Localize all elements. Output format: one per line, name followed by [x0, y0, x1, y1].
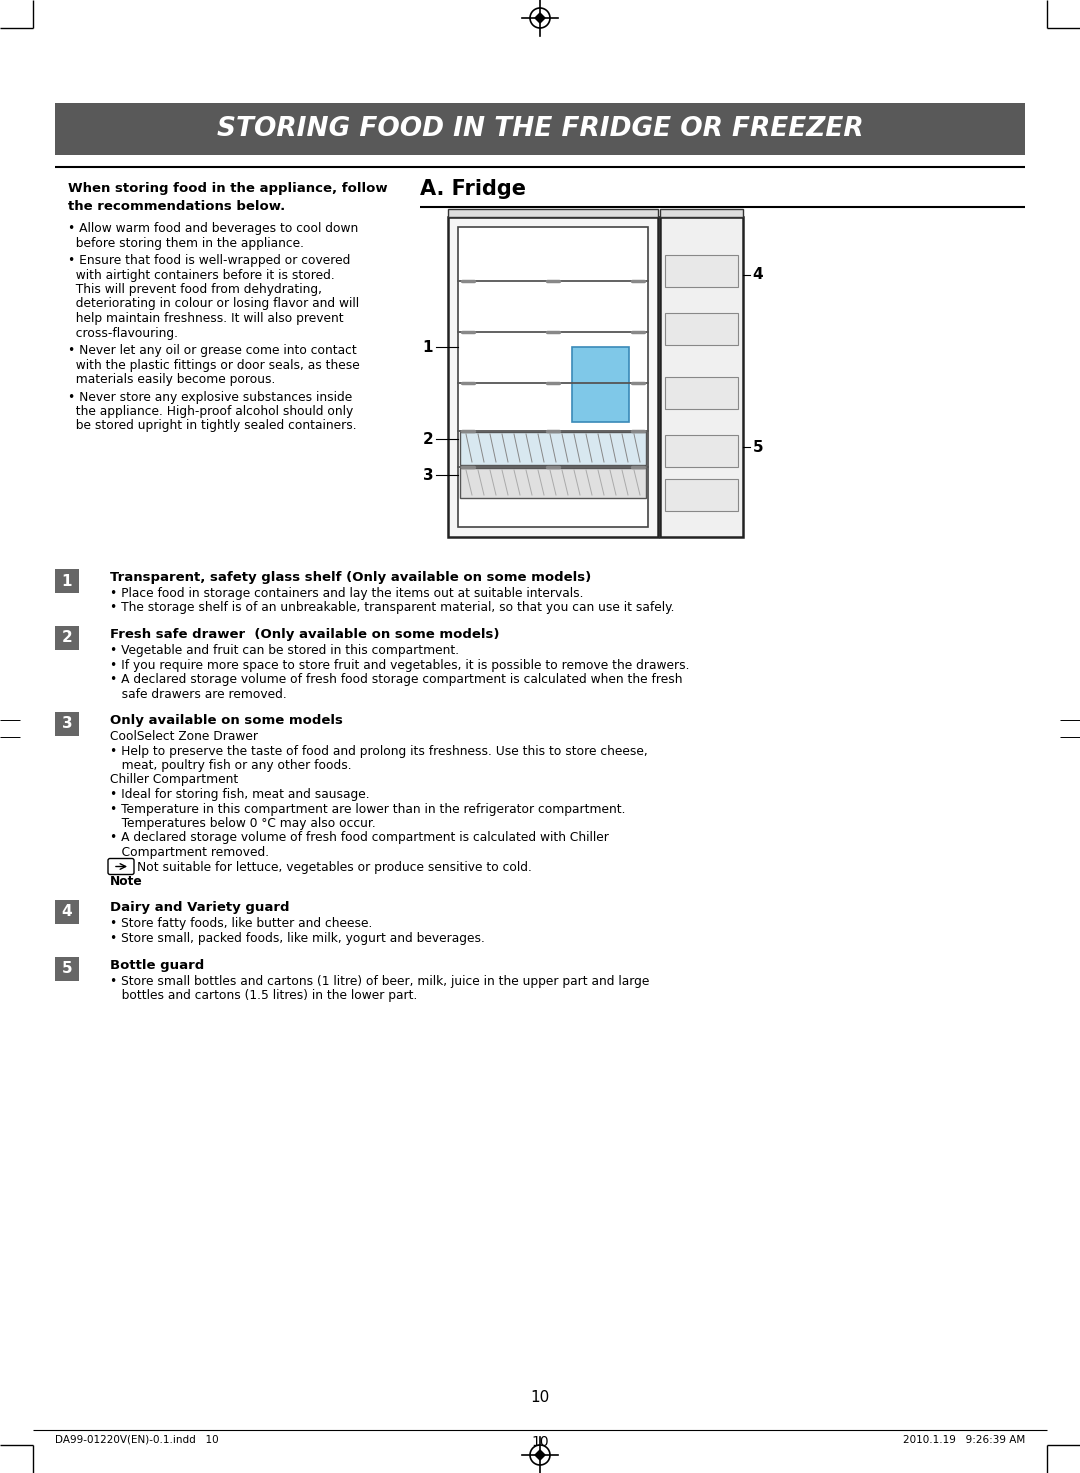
Text: Temperatures below 0 °C may also occur.: Temperatures below 0 °C may also occur. [110, 818, 376, 829]
Text: Transparent, safety glass shelf (Only available on some models): Transparent, safety glass shelf (Only av… [110, 572, 591, 583]
Text: Not suitable for lettuce, vegetables or produce sensitive to cold.: Not suitable for lettuce, vegetables or … [137, 860, 531, 873]
Text: • Ideal for storing fish, meat and sausage.: • Ideal for storing fish, meat and sausa… [110, 788, 369, 801]
Text: before storing them in the appliance.: before storing them in the appliance. [68, 237, 303, 249]
Bar [660, 217, 743, 538]
Bar [460, 468, 646, 498]
Text: Only available on some models: Only available on some models [110, 714, 342, 728]
Text: Bottle guard: Bottle guard [110, 959, 204, 972]
Text: 2010.1.19   9:26:39 AM: 2010.1.19 9:26:39 AM [903, 1435, 1025, 1445]
Text: cross-flavouring.: cross-flavouring. [68, 327, 178, 339]
Text: 4: 4 [62, 904, 72, 919]
Text: • Place food in storage containers and lay the items out at suitable intervals.: • Place food in storage containers and l… [110, 588, 583, 600]
Bar [665, 377, 738, 409]
Text: This will prevent food from dehydrating,: This will prevent food from dehydrating, [68, 283, 322, 296]
Text: CoolSelect Zone Drawer: CoolSelect Zone Drawer [110, 731, 258, 742]
Text: 5: 5 [62, 960, 72, 977]
Text: • Vegetable and fruit can be stored in this compartment.: • Vegetable and fruit can be stored in t… [110, 644, 459, 657]
Text: safe drawers are removed.: safe drawers are removed. [110, 688, 287, 701]
Text: • If you require more space to store fruit and vegetables, it is possible to rem: • If you require more space to store fru… [110, 658, 689, 672]
Text: • A declared storage volume of fresh food compartment is calculated with Chiller: • A declared storage volume of fresh foo… [110, 831, 609, 844]
Text: with the plastic fittings or door seals, as these: with the plastic fittings or door seals,… [68, 358, 360, 371]
Bar [55, 103, 1025, 155]
Text: • Help to preserve the taste of food and prolong its freshness. Use this to stor: • Help to preserve the taste of food and… [110, 744, 648, 757]
Bar [55, 711, 79, 736]
Bar [55, 626, 79, 650]
Bar [458, 227, 648, 527]
Text: 2: 2 [62, 630, 72, 645]
Bar [665, 479, 738, 511]
Polygon shape [535, 13, 545, 24]
Text: Chiller Compartment: Chiller Compartment [110, 773, 239, 787]
Bar [665, 255, 738, 287]
Bar [448, 217, 658, 538]
Text: • Store small, packed foods, like milk, yogurt and beverages.: • Store small, packed foods, like milk, … [110, 932, 485, 946]
Text: 10: 10 [531, 1435, 549, 1449]
Bar [460, 432, 646, 465]
Text: 3: 3 [422, 467, 433, 483]
Text: Compartment removed.: Compartment removed. [110, 846, 269, 859]
Text: 1: 1 [422, 339, 433, 355]
Text: help maintain freshness. It will also prevent: help maintain freshness. It will also pr… [68, 312, 343, 326]
Text: When storing food in the appliance, follow
the recommendations below.: When storing food in the appliance, foll… [68, 183, 388, 214]
Text: • Never let any oil or grease come into contact: • Never let any oil or grease come into … [68, 345, 356, 356]
Text: • Temperature in this compartment are lower than in the refrigerator compartment: • Temperature in this compartment are lo… [110, 803, 625, 816]
Text: • Store fatty foods, like butter and cheese.: • Store fatty foods, like butter and che… [110, 918, 373, 931]
Text: the appliance. High-proof alcohol should only: the appliance. High-proof alcohol should… [68, 405, 353, 418]
Text: • Store small bottles and cartons (1 litre) of beer, milk, juice in the upper pa: • Store small bottles and cartons (1 lit… [110, 975, 649, 987]
Text: Dairy and Variety guard: Dairy and Variety guard [110, 901, 289, 915]
Text: • The storage shelf is of an unbreakable, transparent material, so that you can : • The storage shelf is of an unbreakable… [110, 601, 675, 614]
Text: deteriorating in colour or losing flavor and will: deteriorating in colour or losing flavor… [68, 298, 360, 311]
Text: • Allow warm food and beverages to cool down: • Allow warm food and beverages to cool … [68, 222, 359, 236]
Text: with airtight containers before it is stored.: with airtight containers before it is st… [68, 268, 335, 281]
Text: STORING FOOD IN THE FRIDGE OR FREEZER: STORING FOOD IN THE FRIDGE OR FREEZER [217, 116, 863, 141]
Bar [55, 900, 79, 924]
Text: 4: 4 [753, 267, 764, 283]
Text: 3: 3 [62, 716, 72, 732]
Text: be stored upright in tightly sealed containers.: be stored upright in tightly sealed cont… [68, 420, 356, 433]
Bar [55, 956, 79, 981]
Text: • Never store any explosive substances inside: • Never store any explosive substances i… [68, 390, 352, 404]
Text: 10: 10 [530, 1391, 550, 1405]
Text: Note: Note [110, 875, 143, 888]
Text: 5: 5 [753, 440, 764, 455]
Text: bottles and cartons (1.5 litres) in the lower part.: bottles and cartons (1.5 litres) in the … [110, 988, 417, 1002]
Text: Fresh safe drawer  (Only available on some models): Fresh safe drawer (Only available on som… [110, 627, 499, 641]
Bar [572, 348, 629, 421]
Bar [660, 209, 743, 217]
Text: A. Fridge: A. Fridge [420, 180, 526, 199]
Text: 1: 1 [62, 573, 72, 589]
Text: DA99-01220V(EN)-0.1.indd   10: DA99-01220V(EN)-0.1.indd 10 [55, 1435, 218, 1445]
Text: • A declared storage volume of fresh food storage compartment is calculated when: • A declared storage volume of fresh foo… [110, 673, 683, 686]
Text: materials easily become porous.: materials easily become porous. [68, 373, 275, 386]
Text: meat, poultry fish or any other foods.: meat, poultry fish or any other foods. [110, 759, 352, 772]
Text: • Ensure that food is well-wrapped or covered: • Ensure that food is well-wrapped or co… [68, 253, 350, 267]
Polygon shape [535, 1449, 545, 1460]
Bar [665, 312, 738, 345]
Bar [55, 569, 79, 594]
Text: 2: 2 [422, 432, 433, 446]
Bar [665, 435, 738, 467]
Bar [448, 209, 658, 217]
